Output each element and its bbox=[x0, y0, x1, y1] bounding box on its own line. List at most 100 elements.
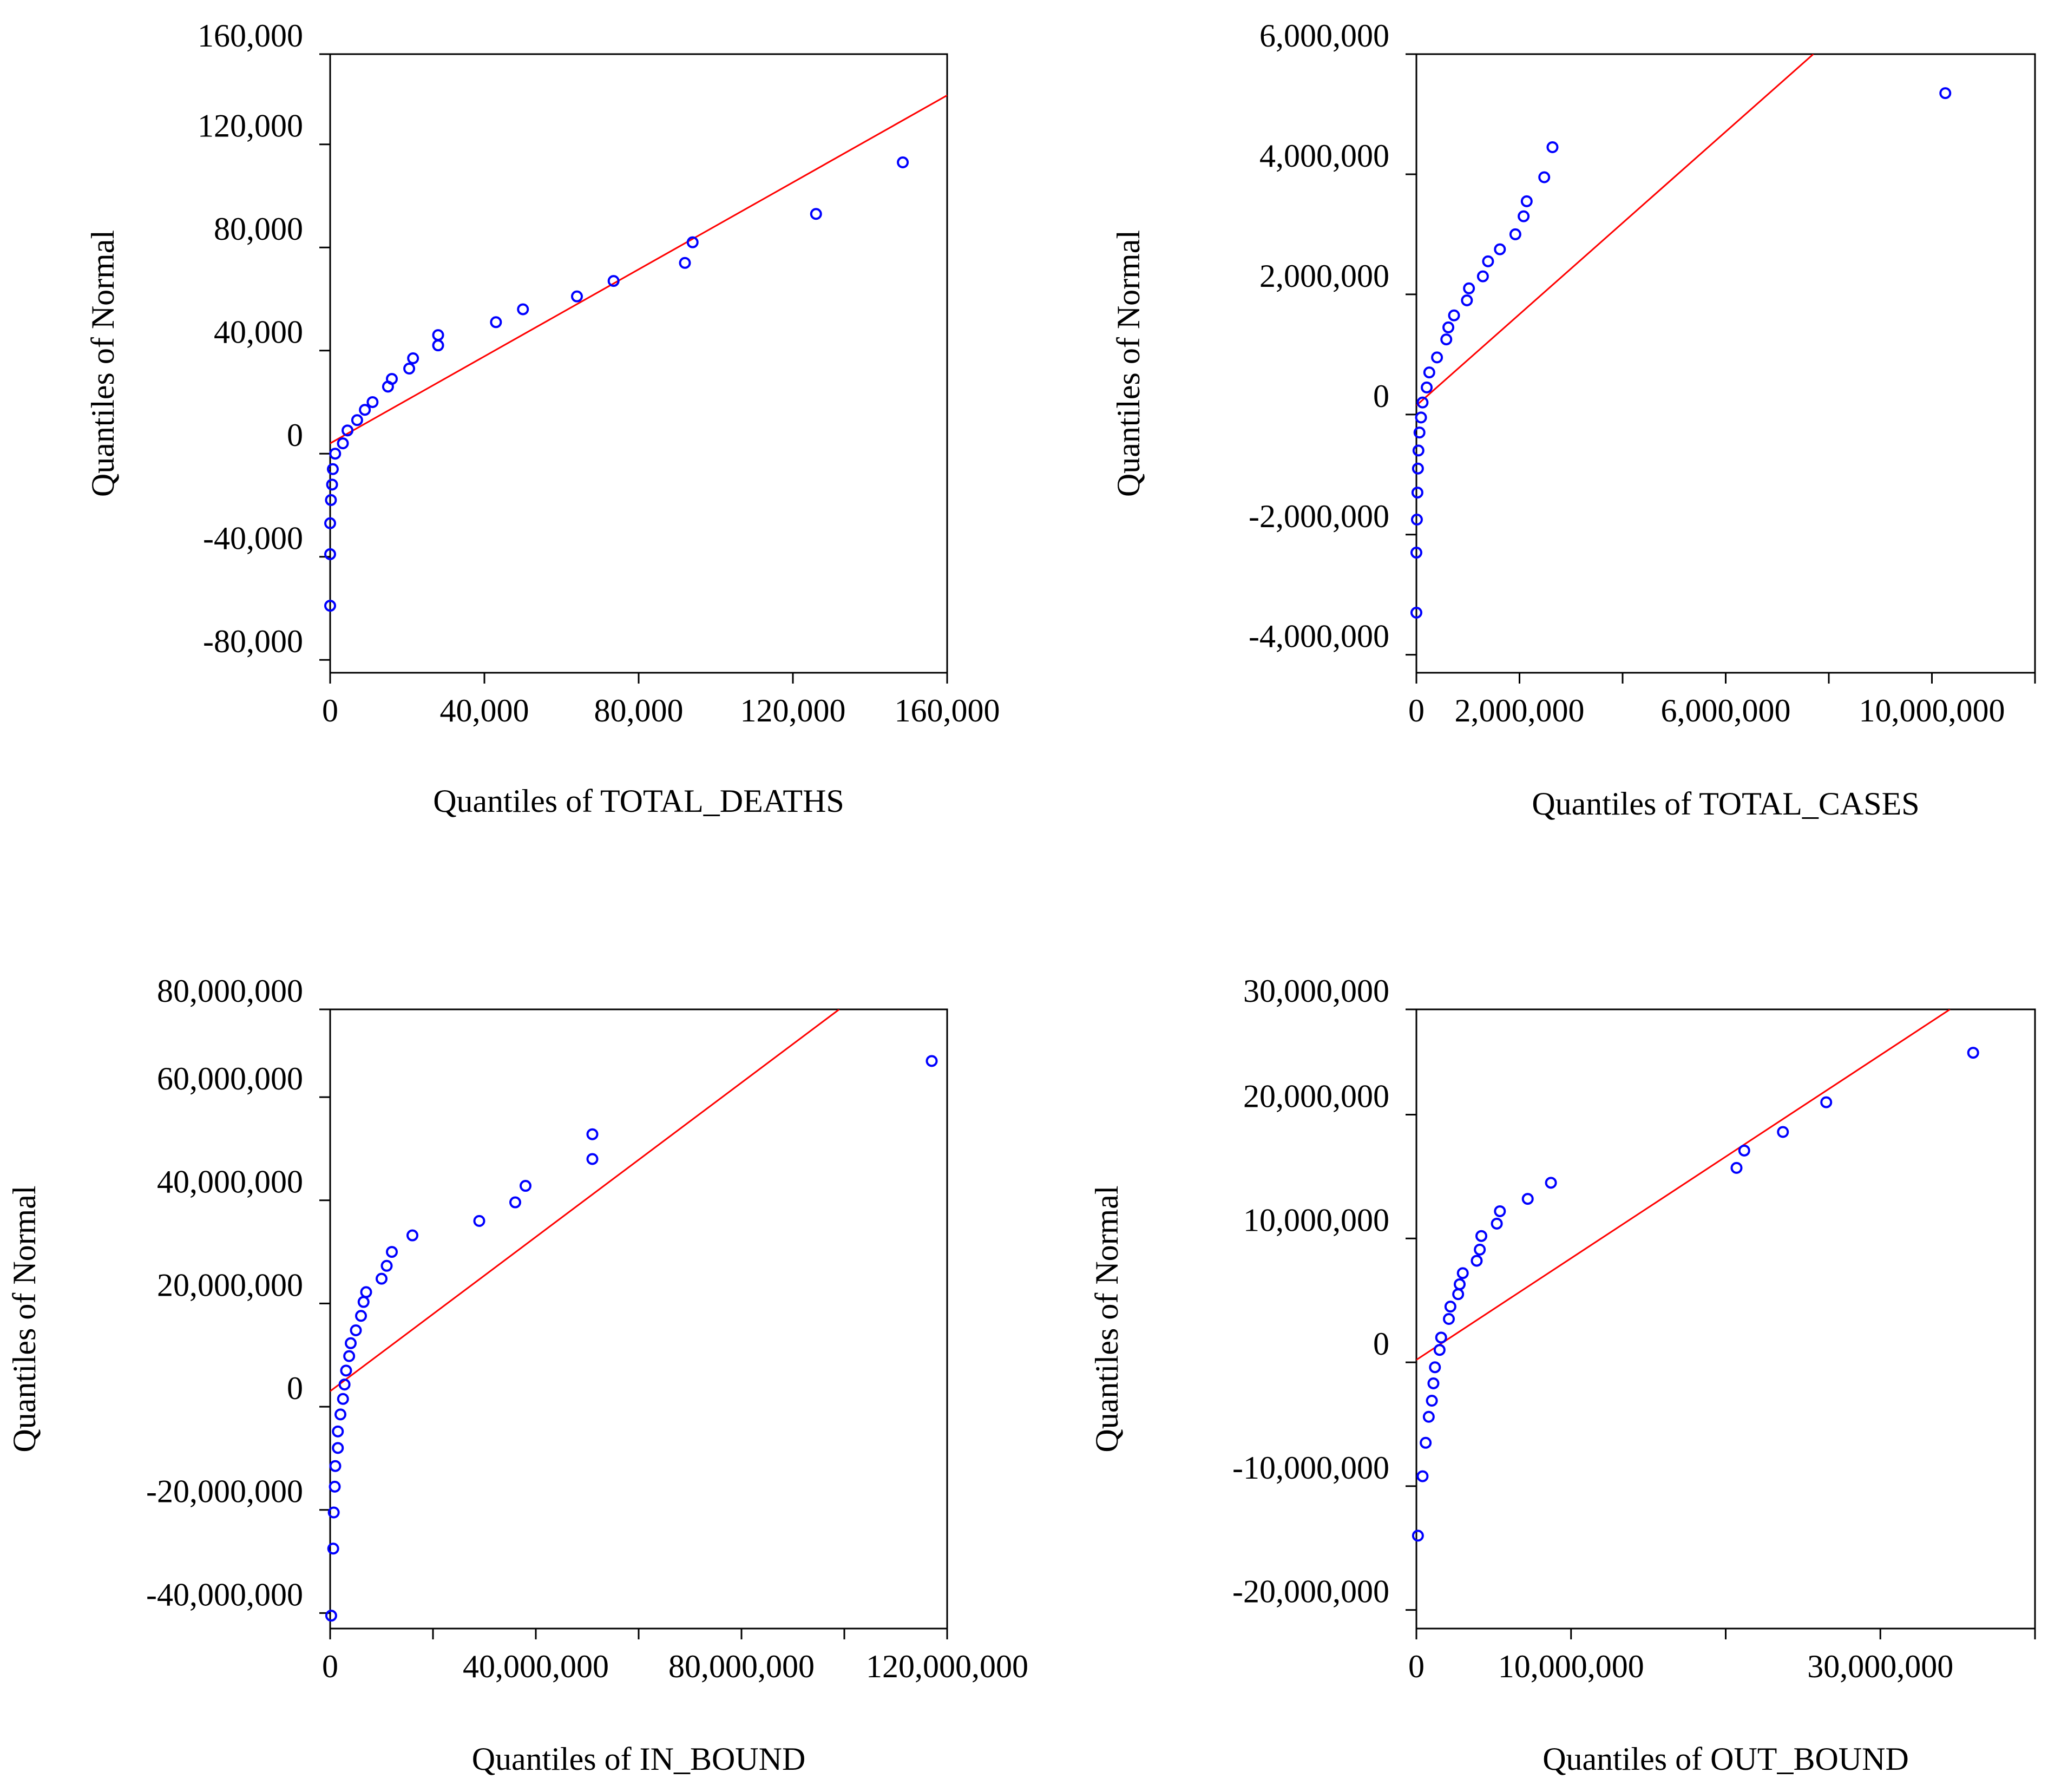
data-point bbox=[1410, 514, 1423, 526]
data-point bbox=[1475, 1230, 1488, 1242]
data-point bbox=[1461, 294, 1473, 306]
data-point bbox=[897, 156, 909, 169]
data-point bbox=[332, 1425, 344, 1437]
data-point bbox=[380, 1259, 393, 1272]
data-point bbox=[326, 463, 339, 475]
data-point bbox=[326, 478, 338, 491]
data-point bbox=[325, 1610, 337, 1622]
data-point bbox=[1412, 1530, 1424, 1542]
qq-panel-in-bound: -40,000,000 -20,000,000 0 20,000,000 40,000,… bbox=[6, 973, 1028, 1777]
y-tick-label: -2,000,000 bbox=[1249, 498, 1389, 534]
data-point bbox=[1411, 487, 1423, 499]
data-point bbox=[1476, 270, 1489, 283]
data-point bbox=[1474, 1243, 1486, 1256]
y-tick-label: -40,000,000 bbox=[146, 1577, 303, 1612]
data-point bbox=[329, 1480, 341, 1493]
data-point bbox=[810, 208, 822, 220]
data-point bbox=[1415, 411, 1427, 424]
y-tick-label: -10,000,000 bbox=[1232, 1450, 1389, 1486]
reference-line bbox=[1416, 1009, 1951, 1361]
data-point bbox=[343, 1350, 356, 1362]
data-point bbox=[324, 517, 336, 529]
data-point bbox=[1410, 607, 1422, 619]
data-point bbox=[332, 1442, 344, 1454]
data-point bbox=[1435, 1331, 1447, 1344]
data-point bbox=[1509, 228, 1521, 240]
data-point bbox=[490, 316, 502, 329]
data-point bbox=[1410, 547, 1422, 559]
data-point bbox=[351, 414, 363, 426]
data-point bbox=[1967, 1047, 1979, 1059]
data-point bbox=[1521, 1193, 1534, 1205]
data-point bbox=[327, 1506, 340, 1519]
y-tick-label: 40,000,000 bbox=[157, 1164, 303, 1200]
reference-line bbox=[330, 94, 947, 444]
reference-line bbox=[330, 1009, 840, 1392]
data-point bbox=[329, 1460, 342, 1472]
data-point bbox=[329, 448, 342, 460]
data-point bbox=[1412, 444, 1425, 457]
data-point bbox=[340, 1364, 352, 1377]
data-point bbox=[1518, 210, 1530, 222]
y-axis-title: Quantiles of Normal bbox=[1089, 1185, 1125, 1452]
x-tick-label: 80,000 bbox=[594, 693, 684, 728]
data-point bbox=[1939, 87, 1952, 100]
data-point bbox=[338, 1379, 351, 1391]
x-axis-title: Quantiles of OUT_BOUND bbox=[1542, 1741, 1909, 1777]
data-point bbox=[360, 1286, 372, 1298]
y-tick-label: -20,000,000 bbox=[146, 1474, 303, 1509]
data-point bbox=[1440, 333, 1453, 346]
x-tick-label: 10,000,000 bbox=[1498, 1649, 1644, 1684]
x-tick-label: 0 bbox=[1408, 1649, 1425, 1684]
y-tick-label: 6,000,000 bbox=[1259, 18, 1389, 54]
data-point bbox=[366, 396, 379, 408]
data-point bbox=[520, 1180, 531, 1192]
x-axis-title: Quantiles of IN_BOUND bbox=[472, 1741, 806, 1777]
data-point bbox=[1429, 1361, 1441, 1374]
data-point bbox=[1520, 195, 1533, 207]
x-axis-title: Quantiles of TOTAL_DEATHS bbox=[433, 783, 844, 819]
data-point bbox=[357, 1296, 370, 1308]
data-point bbox=[1416, 1470, 1429, 1482]
y-tick-label: -20,000,000 bbox=[1232, 1574, 1389, 1610]
y-tick-label: 20,000,000 bbox=[1243, 1078, 1389, 1114]
qq-panel-out-bound: -20,000,000 -10,000,000 0 10,000,000 20,000,… bbox=[1089, 973, 2036, 1777]
data-point bbox=[517, 303, 529, 316]
data-point bbox=[432, 329, 444, 342]
y-tick-label: 40,000 bbox=[214, 314, 303, 350]
data-point bbox=[1443, 1313, 1455, 1325]
data-point bbox=[509, 1196, 521, 1209]
data-point bbox=[1413, 426, 1426, 439]
y-tick-label: 0 bbox=[287, 1370, 303, 1406]
y-tick-label: 0 bbox=[1373, 1326, 1389, 1362]
data-point bbox=[1426, 1395, 1438, 1407]
y-axis-title: Quantiles of Normal bbox=[1111, 230, 1146, 497]
x-tick-label: 160,000 bbox=[895, 693, 1000, 728]
x-tick-label: 10,000,000 bbox=[1859, 693, 2005, 728]
data-point bbox=[1471, 1255, 1483, 1267]
data-point bbox=[1545, 1177, 1557, 1189]
y-tick-label: 0 bbox=[287, 417, 303, 453]
data-point bbox=[324, 600, 336, 612]
plot-frame bbox=[1415, 53, 2036, 674]
data-point bbox=[586, 1153, 599, 1165]
data-point bbox=[324, 548, 336, 560]
data-point bbox=[325, 494, 337, 506]
data-point bbox=[334, 1408, 346, 1421]
data-point bbox=[1730, 1161, 1743, 1174]
data-point bbox=[337, 1393, 349, 1405]
data-point bbox=[686, 236, 699, 248]
y-tick-label: 80,000 bbox=[214, 211, 303, 247]
x-tick-label: 0 bbox=[322, 693, 338, 728]
data-point bbox=[1416, 396, 1429, 409]
y-tick-label: -80,000 bbox=[203, 623, 303, 659]
data-point bbox=[679, 257, 691, 269]
x-tick-label: 30,000,000 bbox=[1807, 1649, 1953, 1684]
data-point bbox=[1456, 1267, 1469, 1279]
y-axis-title: Quantiles of Normal bbox=[85, 230, 121, 497]
data-point bbox=[1433, 1344, 1446, 1356]
data-point bbox=[359, 404, 371, 416]
data-point bbox=[432, 339, 444, 352]
data-point bbox=[1494, 243, 1506, 255]
data-point bbox=[1431, 351, 1443, 364]
